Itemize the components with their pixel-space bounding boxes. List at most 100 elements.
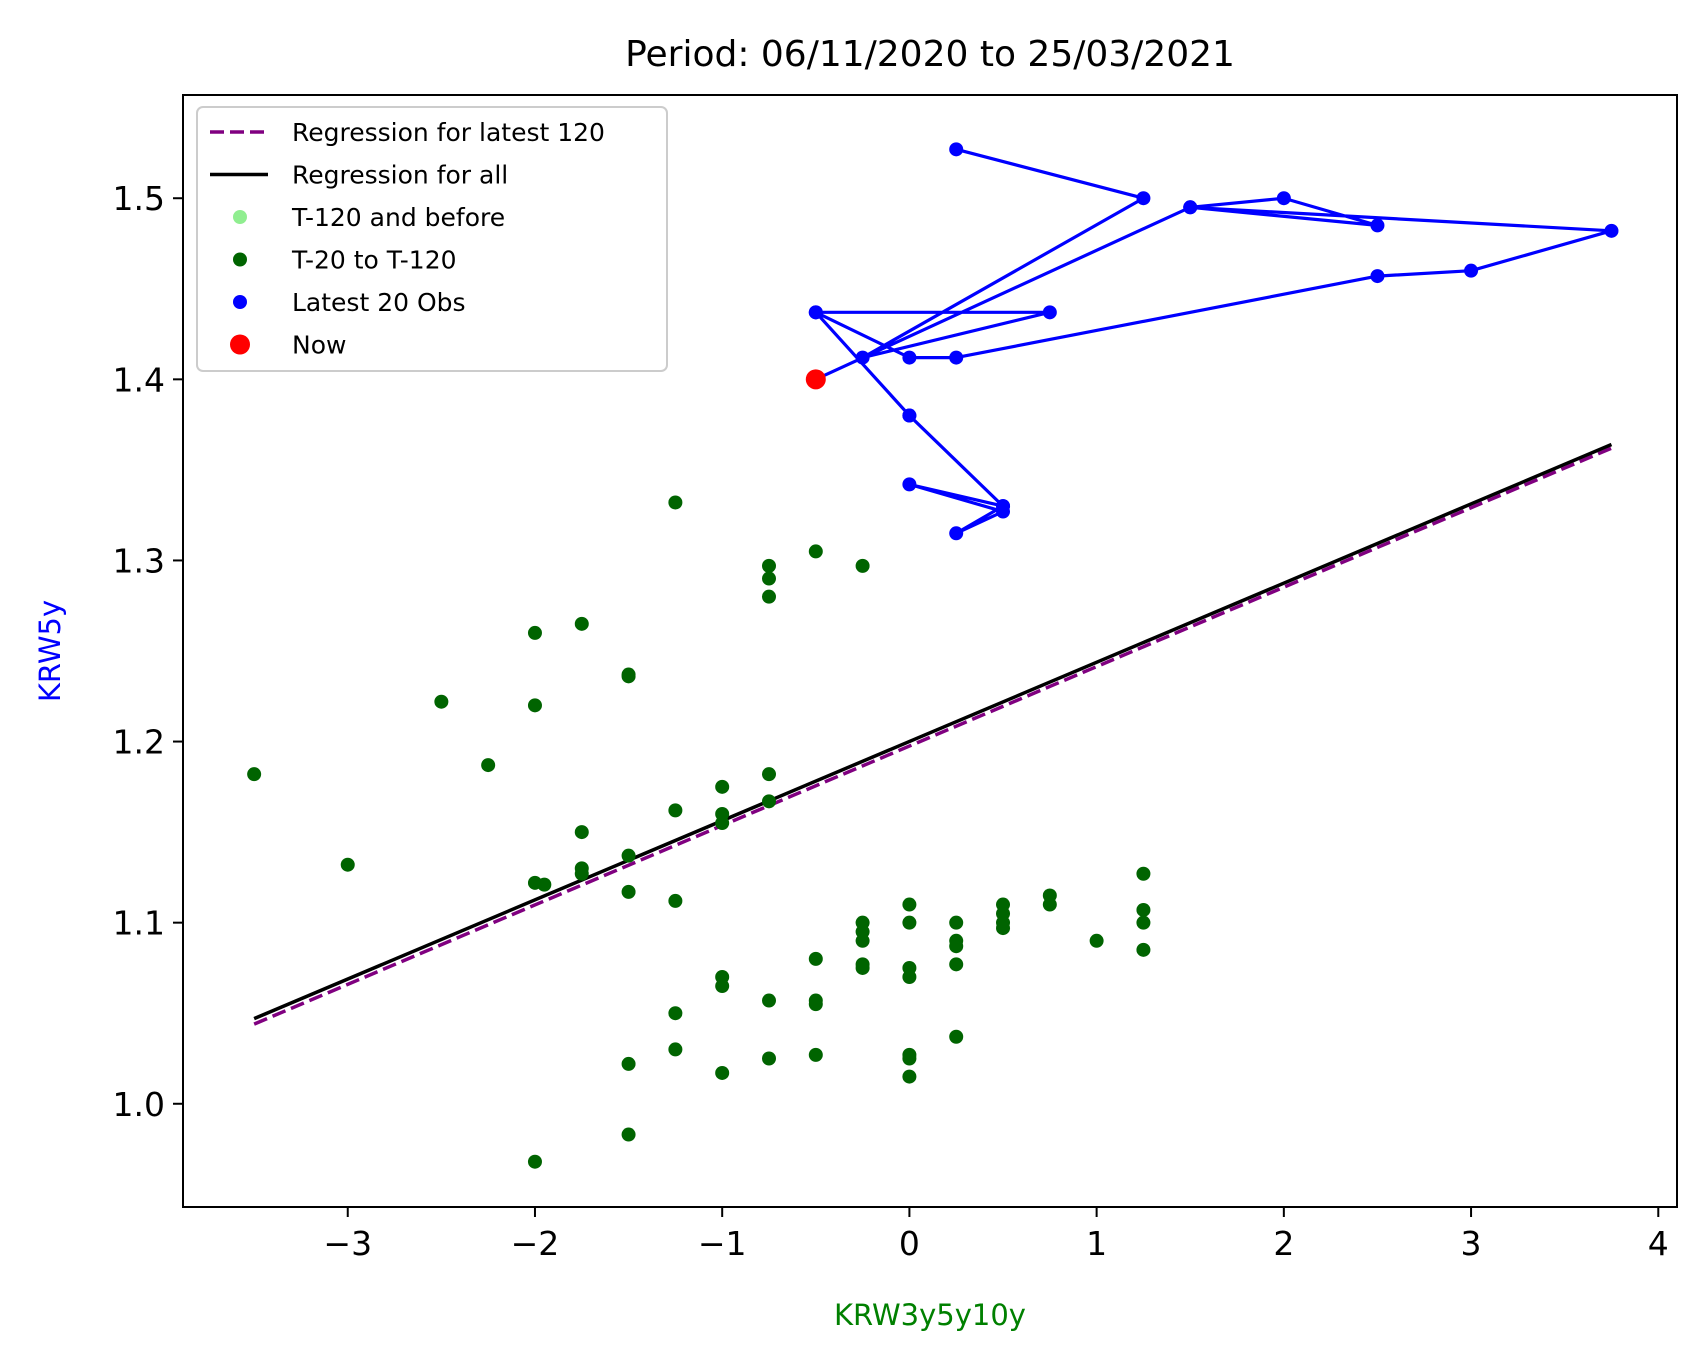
- latest-20-point: [949, 350, 964, 365]
- t20-to-t120-point: [855, 933, 870, 948]
- y-axis-ticks: 1.0 1.1 1.2 1.3 1.4 1.5: [113, 179, 183, 1124]
- latest-20-point: [949, 142, 964, 157]
- y-axis-label: KRW5y: [33, 600, 67, 702]
- y-tick-label: 1.1: [113, 904, 165, 943]
- t20-to-t120-point: [621, 669, 636, 684]
- latest-20-point: [808, 305, 823, 320]
- t20-to-t120-point: [715, 979, 730, 994]
- x-tick-label: 1: [1086, 1224, 1107, 1263]
- t20-to-t120-point: [340, 857, 355, 872]
- t20-to-t120-point: [668, 1042, 683, 1057]
- t20-to-t120-point: [715, 1065, 730, 1080]
- legend-swatch-dot: [233, 210, 247, 224]
- t20-to-t120-point: [949, 915, 964, 930]
- t20-to-t120-point: [761, 767, 776, 782]
- x-axis-label: KRW3y5y10y: [834, 1298, 1026, 1332]
- t20-to-t120-point: [574, 825, 589, 840]
- t20-to-t120-point: [715, 779, 730, 794]
- t20-to-t120-point: [902, 1051, 917, 1066]
- t20-to-t120-point: [808, 997, 823, 1012]
- legend-label: Latest 20 Obs: [292, 288, 466, 317]
- latest-20-point: [1183, 200, 1198, 215]
- t20-to-t120-point: [537, 877, 552, 892]
- t20-to-t120-point: [574, 616, 589, 631]
- latest-20-point: [1370, 269, 1385, 284]
- now-point-group: [805, 369, 826, 390]
- regression-all-line: [253, 442, 1613, 1021]
- t20-to-t120-point: [902, 897, 917, 912]
- t20-to-t120-point: [808, 951, 823, 966]
- latest-20-point: [949, 526, 964, 541]
- t20-to-t120-point: [761, 558, 776, 573]
- legend-swatch-dot: [230, 334, 250, 355]
- latest-20-point: [902, 408, 917, 423]
- latest-20-point: [1276, 191, 1291, 206]
- t20-to-t120-point: [761, 993, 776, 1008]
- t20-to-t120-points: [247, 495, 1151, 1169]
- t20-to-t120-point: [1136, 942, 1151, 957]
- latest-20-series: [808, 142, 1619, 541]
- t20-to-t120-point: [481, 758, 496, 773]
- y-tick-label: 1.3: [113, 541, 165, 580]
- x-tick-label: 3: [1461, 1224, 1482, 1263]
- regression-lines: [253, 442, 1613, 1026]
- t20-to-t120-point: [668, 1006, 683, 1021]
- t20-to-t120-point: [761, 794, 776, 809]
- t20-to-t120-point: [1136, 902, 1151, 917]
- t20-to-t120-point: [668, 803, 683, 818]
- x-axis-ticks: −3 −2 −1 0 1 2 3 4: [323, 1207, 1669, 1263]
- latest-20-point: [855, 350, 870, 365]
- legend-label: Regression for all: [292, 161, 508, 190]
- latest-20-point: [1604, 223, 1619, 238]
- t20-to-t120-point: [761, 589, 776, 604]
- t20-to-t120-point: [761, 1051, 776, 1066]
- t20-to-t120-point: [621, 848, 636, 863]
- t20-to-t120-point: [434, 694, 449, 709]
- x-tick-label: −2: [511, 1224, 560, 1263]
- latest-20-point: [1042, 305, 1057, 320]
- y-tick-label: 1.4: [113, 360, 165, 399]
- t20-to-t120-point: [1089, 933, 1104, 948]
- latest-20-point: [1464, 263, 1479, 278]
- latest-20-point: [902, 477, 917, 492]
- t20-to-t120-point: [574, 866, 589, 881]
- now-point: [805, 369, 826, 390]
- y-tick-label: 1.2: [113, 723, 165, 762]
- x-tick-label: 4: [1648, 1224, 1669, 1263]
- x-tick-label: −3: [323, 1224, 372, 1263]
- y-tick-label: 1.5: [113, 179, 165, 218]
- legend-label: Regression for latest 120: [292, 118, 605, 147]
- t20-to-t120-point: [621, 884, 636, 899]
- t20-to-t120-point: [855, 960, 870, 975]
- t20-to-t120-point: [949, 957, 964, 972]
- t20-to-t120-point: [949, 939, 964, 954]
- t20-to-t120-point: [621, 1127, 636, 1142]
- legend-label: Now: [292, 331, 346, 360]
- latest-20-point: [902, 350, 917, 365]
- legend-box: [196, 106, 668, 372]
- t20-to-t120-point: [527, 1154, 542, 1169]
- t20-to-t120-point: [1042, 897, 1057, 912]
- legend-swatch-dot: [233, 252, 247, 267]
- t20-to-t120-point: [808, 1047, 823, 1062]
- t20-to-t120-point: [1136, 915, 1151, 930]
- t20-to-t120-point: [949, 1029, 964, 1044]
- t20-to-t120-point: [668, 893, 683, 908]
- latest-20-point: [996, 499, 1011, 514]
- legend: Regression for latest 120 Regression for …: [196, 106, 668, 372]
- t20-to-t120-point: [527, 698, 542, 713]
- t20-to-t120-point: [527, 625, 542, 640]
- legend-swatch-dot: [233, 295, 247, 309]
- x-tick-label: 2: [1273, 1224, 1294, 1263]
- t20-to-t120-point: [996, 921, 1011, 936]
- y-tick-label: 1.0: [113, 1085, 165, 1124]
- regression-latest-120-line: [253, 446, 1613, 1026]
- t20-to-t120-point: [668, 495, 683, 510]
- t20-to-t120-point: [621, 1056, 636, 1071]
- t20-to-t120-point: [902, 1069, 917, 1084]
- latest-20-point: [1370, 218, 1385, 233]
- legend-label: T-20 to T-120: [291, 246, 457, 275]
- legend-label: T-120 and before: [291, 203, 505, 232]
